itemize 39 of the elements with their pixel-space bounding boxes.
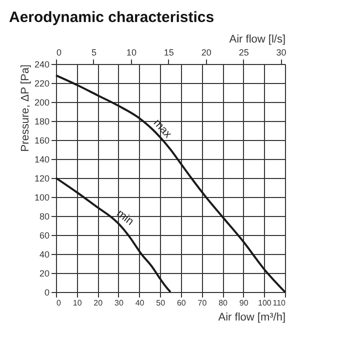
x-tick-label: 30 [114, 298, 124, 308]
x-tick-label: 0 [56, 298, 62, 308]
x-tick-label: 70 [198, 298, 208, 308]
line-series [55, 74, 286, 293]
x-axis-title: Air flow [m³/h] [218, 312, 286, 324]
y-tick-label: 100 [34, 192, 50, 202]
x-tick-label: 110 [272, 298, 286, 308]
y-tick-label: 40 [39, 250, 50, 260]
x2-tick-label: 25 [238, 48, 249, 58]
y-tick-label: 120 [34, 174, 50, 184]
x-tick-label: 90 [239, 298, 249, 308]
x2-tick-label: 10 [126, 48, 136, 58]
annotation: min [114, 208, 136, 228]
line-series [55, 177, 172, 293]
x-tick-label: 100 [258, 298, 272, 308]
y-tick-label: 200 [34, 98, 50, 108]
x2-tick-label: 30 [276, 48, 286, 58]
x-tick-label: 10 [72, 298, 82, 308]
x2-tick-label: 5 [91, 48, 96, 58]
y-tick-label: 220 [34, 78, 50, 88]
x2-tick-label: 20 [201, 48, 212, 58]
x-tick-label: 50 [156, 298, 166, 308]
x2-axis-title: Air flow [l/s] [229, 34, 286, 46]
y-tick-label: 140 [34, 154, 50, 164]
y-tick-label: 60 [39, 230, 50, 240]
y-axis-title: Pressure, ΔP [Pa] [19, 64, 32, 152]
x-tick-label: 20 [94, 298, 104, 308]
x2-tick-label: 15 [164, 48, 174, 58]
y-tick-label: 0 [44, 288, 50, 298]
y-tick-label: 80 [39, 212, 50, 222]
y-tick-label: 160 [34, 136, 50, 146]
y-tick-label: 180 [34, 116, 50, 126]
x-tick-label: 80 [218, 298, 228, 308]
x-tick-label: 40 [135, 298, 145, 308]
x-tick-label: 60 [176, 298, 186, 308]
y-tick-label: 240 [34, 60, 50, 70]
y-tick-label: 20 [39, 268, 50, 278]
x2-tick-label: 0 [56, 48, 62, 58]
chart-title: Aerodynamic characteristics [8, 9, 214, 26]
